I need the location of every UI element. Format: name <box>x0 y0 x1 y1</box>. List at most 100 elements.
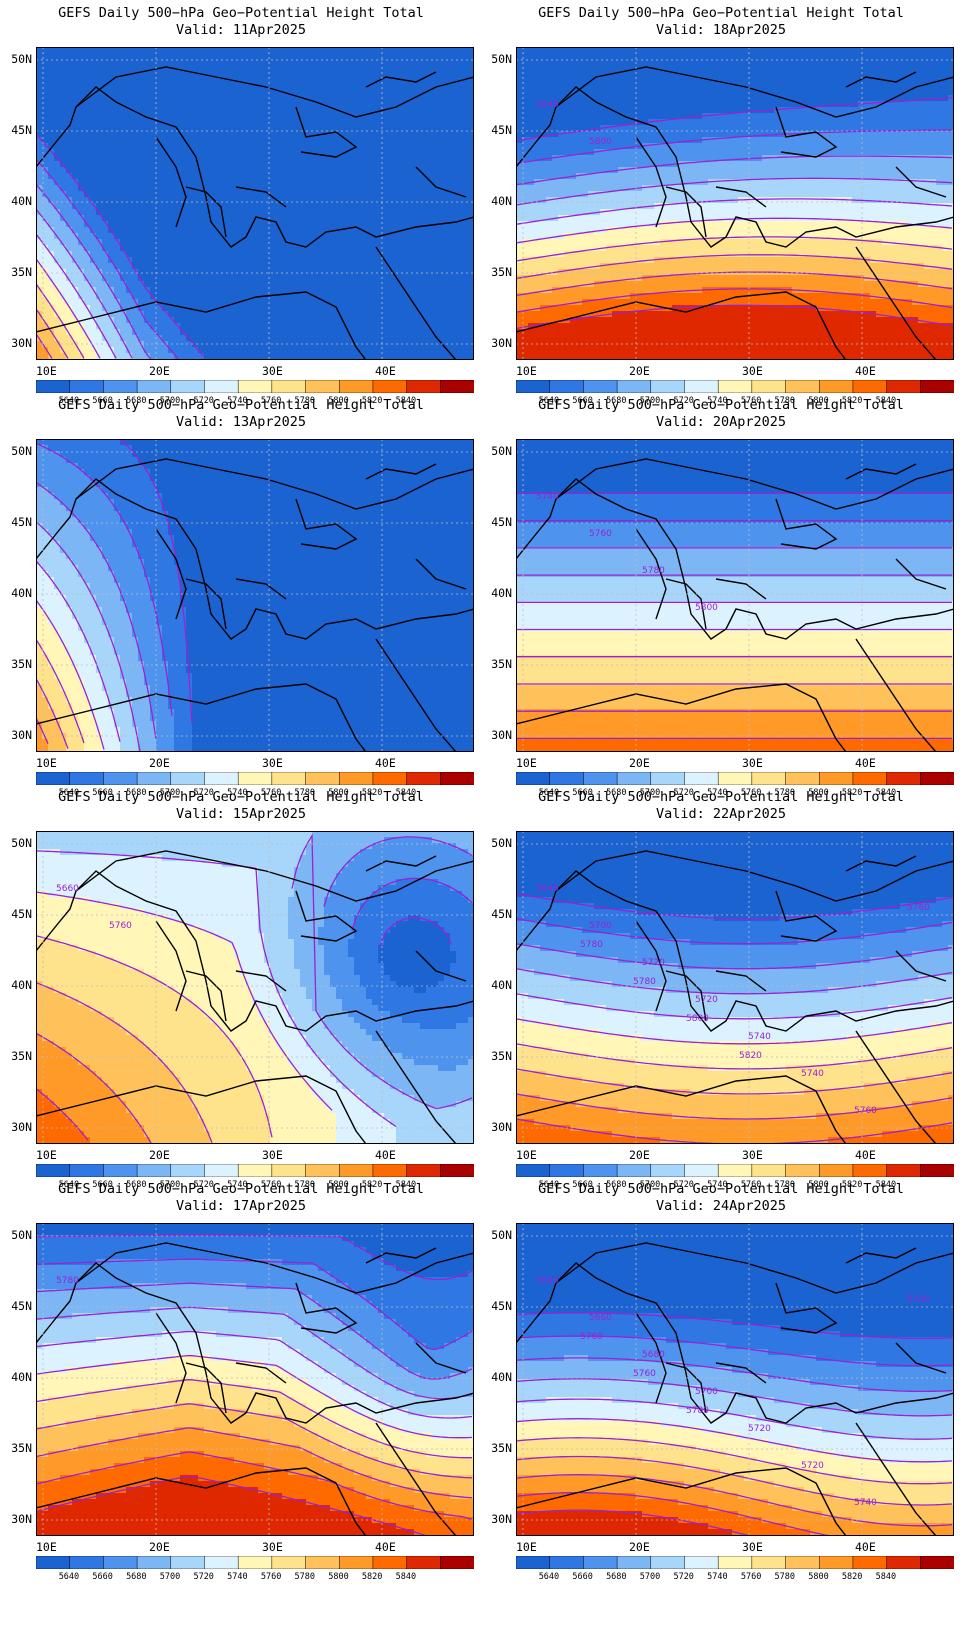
colorbar-label: 5680 <box>606 1572 626 1582</box>
colorbar-swatch <box>372 1556 408 1569</box>
colorbar-label: 5660 <box>92 1572 112 1582</box>
colorbar-label: 5700 <box>640 788 660 798</box>
colorbar-label: 5760 <box>741 788 761 798</box>
geopotential-height-map: 5640 5800 <box>516 47 954 360</box>
longitude-label: 40E <box>855 1148 876 1162</box>
latitude-label: 40N <box>480 194 512 208</box>
contour-label: 5760 <box>907 903 930 913</box>
panel-title: GEFS Daily 500−hPa Geo−Potential Height … <box>0 5 482 21</box>
contour-label: 5740 <box>536 492 559 502</box>
colorbar-label: 5800 <box>328 1572 348 1582</box>
colorbar-label: 5700 <box>160 396 180 406</box>
latitude-label: 40N <box>480 586 512 600</box>
geopotential-height-map <box>36 47 474 360</box>
latitude-label: 50N <box>0 52 32 66</box>
colorbar-label: 5800 <box>328 1180 348 1190</box>
longitude-label: 20E <box>149 1540 170 1554</box>
longitude-label: 10E <box>516 1148 537 1162</box>
colorbar-label: 5820 <box>842 1572 862 1582</box>
panel-valid-date: Valid: 11Apr2025 <box>0 22 482 38</box>
colorbar-label: 5700 <box>640 1572 660 1582</box>
colorbar-swatch <box>684 1556 719 1569</box>
contour-label: 5760 <box>854 1106 877 1116</box>
colorbar-label: 5660 <box>572 1180 592 1190</box>
colorbar <box>516 1164 954 1177</box>
colorbar-label: 5720 <box>193 1180 213 1190</box>
colorbar-label: 5720 <box>193 396 213 406</box>
colorbar-label: 5800 <box>808 788 828 798</box>
colorbar-label: 5740 <box>707 1180 727 1190</box>
colorbar-swatch <box>616 1556 652 1569</box>
colorbar-label: 5740 <box>227 396 247 406</box>
longitude-label: 30E <box>262 1148 283 1162</box>
panel-valid-date: Valid: 24Apr2025 <box>480 1198 962 1214</box>
latitude-label: 35N <box>0 657 32 671</box>
colorbar-swatch <box>440 380 474 393</box>
colorbar-label: 5840 <box>396 1572 416 1582</box>
latitude-label: 35N <box>480 657 512 671</box>
colorbar-label: 5820 <box>362 396 382 406</box>
colorbar-swatch <box>650 1556 686 1569</box>
colorbar-label: 5840 <box>876 1572 896 1582</box>
latitude-label: 45N <box>480 123 512 137</box>
geopotential-height-map: 5640 5660 5680 5700 5720 5720 5740 5740 5760 5760… <box>516 1223 954 1536</box>
contour-label: 5720 <box>642 958 665 968</box>
colorbar-swatch <box>852 1556 888 1569</box>
colorbar-swatch <box>920 772 954 785</box>
colorbar-label: 5800 <box>808 1180 828 1190</box>
colorbar-swatch <box>305 1556 340 1569</box>
colorbar-label: 5740 <box>227 788 247 798</box>
latitude-label: 45N <box>480 515 512 529</box>
longitude-label: 40E <box>375 756 396 770</box>
colorbar-swatch <box>717 1556 753 1569</box>
contour-label: 5780 <box>56 1276 79 1286</box>
panel-valid-date: Valid: 15Apr2025 <box>0 806 482 822</box>
colorbar-label: 5780 <box>295 788 315 798</box>
colorbar-label: 5660 <box>572 396 592 406</box>
longitude-label: 10E <box>36 756 57 770</box>
contour-label: 5740 <box>748 1032 771 1042</box>
latitude-label: 45N <box>480 1299 512 1313</box>
colorbar-label: 5660 <box>572 1572 592 1582</box>
contour-label: 5720 <box>695 995 718 1005</box>
colorbar-swatch <box>886 1556 921 1569</box>
panel-title: GEFS Daily 500−hPa Geo−Potential Height … <box>0 789 482 805</box>
colorbar-label: 5820 <box>842 1180 862 1190</box>
colorbar-swatch <box>103 1556 138 1569</box>
latitude-label: 35N <box>480 1441 512 1455</box>
colorbar-label: 5680 <box>606 788 626 798</box>
colorbar-label: 5760 <box>741 1180 761 1190</box>
panel-valid-date: Valid: 13Apr2025 <box>0 414 482 430</box>
contour-label: 5780 <box>642 566 665 576</box>
colorbar-label: 5780 <box>775 1572 795 1582</box>
latitude-label: 30N <box>480 728 512 742</box>
contour-label: 5780 <box>686 1406 709 1416</box>
colorbar-swatch <box>69 1556 104 1569</box>
longitude-label: 20E <box>149 1148 170 1162</box>
colorbar-swatch <box>338 1556 374 1569</box>
colorbar <box>36 772 474 785</box>
colorbar-label: 5820 <box>842 396 862 406</box>
latitude-label: 45N <box>0 1299 32 1313</box>
latitude-label: 50N <box>480 836 512 850</box>
latitude-label: 30N <box>480 336 512 350</box>
colorbar-label: 5680 <box>606 1180 626 1190</box>
colorbar-label: 5800 <box>808 1572 828 1582</box>
colorbar-label: 5780 <box>775 396 795 406</box>
latitude-label: 40N <box>0 978 32 992</box>
latitude-label: 50N <box>0 836 32 850</box>
colorbar-swatch <box>271 1556 307 1569</box>
map-panel: GEFS Daily 500−hPa Geo−Potential Height … <box>480 392 962 802</box>
colorbar-label: 5680 <box>126 1572 146 1582</box>
colorbar-label: 5780 <box>295 1180 315 1190</box>
contour-label: 5700 <box>589 921 612 931</box>
contour-label: 5760 <box>109 921 132 931</box>
colorbar-label: 5700 <box>640 1180 660 1190</box>
colorbar <box>516 772 954 785</box>
geopotential-height-map: 5660 5760 <box>36 831 474 1144</box>
latitude-label: 45N <box>0 123 32 137</box>
latitude-label: 30N <box>0 336 32 350</box>
colorbar-label: 5640 <box>59 1572 79 1582</box>
colorbar-swatch <box>785 1556 820 1569</box>
contour-label: 5740 <box>907 1295 930 1305</box>
